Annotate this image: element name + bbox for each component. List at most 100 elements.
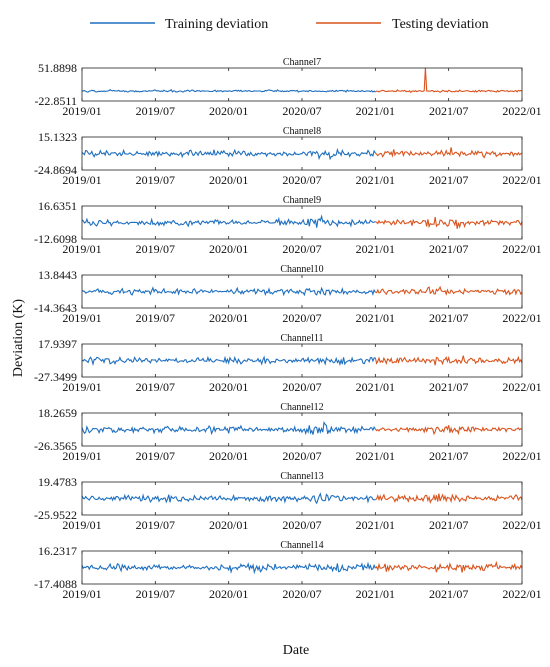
legend: Training deviation Testing deviation [90,17,489,32]
series-line-testing [375,493,523,505]
panel-title: Channel12 [280,402,323,413]
x-tick-label: 2019/01 [62,518,101,532]
x-tick-label: 2022/01 [502,380,541,394]
x-tick-label: 2019/01 [62,449,101,463]
y-max-label: 18.2659 [38,406,77,420]
x-tick-label: 2020/01 [209,173,248,187]
y-min-label: -26.3565 [34,439,77,453]
x-tick-label: 2021/07 [429,104,468,118]
x-tick-label: 2020/07 [282,104,321,118]
x-tick-label: 2019/01 [62,587,101,601]
x-tick-label: 2020/01 [209,380,248,394]
x-tick-label: 2022/01 [502,104,541,118]
x-axis-label: Date [283,643,309,658]
panel-title: Channel8 [283,126,321,137]
y-axis-label: Deviation (K) [11,299,26,377]
y-min-label: -24.8694 [34,163,77,177]
y-min-label: -14.3643 [34,301,77,315]
x-tick-label: 2019/07 [136,587,175,601]
series-line-testing [374,355,523,366]
x-tick-label: 2019/07 [136,104,175,118]
x-tick-label: 2020/07 [282,587,321,601]
x-tick-label: 2020/01 [209,587,248,601]
x-tick-label: 2020/01 [209,311,248,325]
x-tick-label: 2021/01 [356,104,395,118]
series-line-training [81,214,376,228]
series-line-training [81,492,376,505]
x-tick-label: 2021/01 [356,173,395,187]
x-tick-label: 2022/01 [502,242,541,256]
x-tick-label: 2019/01 [62,173,101,187]
series-line-testing [374,560,523,573]
y-min-label: -25.9522 [34,508,77,522]
x-tick-label: 2021/07 [429,518,468,532]
series-line-testing [375,217,523,229]
series-line-training [81,420,376,436]
panel-title: Channel13 [280,471,323,482]
y-min-label: -12.6098 [34,232,77,246]
x-tick-label: 2019/07 [136,173,175,187]
x-tick-label: 2020/07 [282,380,321,394]
x-tick-label: 2019/07 [136,449,175,463]
x-tick-label: 2021/01 [356,449,395,463]
x-tick-label: 2022/01 [502,173,541,187]
x-tick-label: 2019/07 [136,380,175,394]
y-max-label: 13.8443 [38,268,77,282]
legend-label-testing: Testing deviation [392,17,489,32]
y-max-label: 19.4783 [38,475,77,489]
x-tick-label: 2021/07 [429,311,468,325]
x-tick-label: 2021/01 [356,587,395,601]
legend-label-training: Training deviation [165,17,268,32]
x-tick-label: 2019/07 [136,311,175,325]
x-tick-label: 2021/07 [429,242,468,256]
x-tick-label: 2021/01 [356,242,395,256]
x-tick-label: 2020/07 [282,311,321,325]
x-tick-label: 2022/01 [502,587,541,601]
x-tick-label: 2021/01 [356,380,395,394]
y-max-label: 15.1323 [38,130,77,144]
x-tick-label: 2020/07 [282,449,321,463]
y-max-label: 16.2317 [38,544,77,558]
x-tick-label: 2020/01 [209,518,248,532]
panel-title: Channel7 [283,57,321,68]
x-tick-label: 2020/01 [209,104,248,118]
series-line-training [81,147,376,161]
y-max-label: 17.9397 [38,337,77,351]
series-line-training [81,561,376,575]
x-tick-label: 2019/07 [136,518,175,532]
y-max-label: 51.8898 [38,61,77,75]
x-tick-label: 2019/01 [62,311,101,325]
x-tick-label: 2021/07 [429,173,468,187]
x-tick-label: 2020/07 [282,242,321,256]
x-tick-label: 2019/01 [62,104,101,118]
x-tick-label: 2020/07 [282,173,321,187]
series-line-testing [375,67,523,94]
panel-title: Channel11 [281,333,324,344]
series-line-training [81,286,376,297]
x-tick-label: 2019/01 [62,380,101,394]
panel-title: Channel10 [280,264,323,275]
x-tick-label: 2020/01 [209,242,248,256]
x-tick-label: 2021/07 [429,449,468,463]
panel-title: Channel14 [280,540,323,551]
panel-frame [81,67,523,102]
y-min-label: -22.8511 [34,94,77,108]
y-min-label: -27.3499 [34,370,77,384]
x-tick-label: 2021/07 [429,587,468,601]
y-max-label: 16.6351 [38,199,77,213]
x-tick-label: 2019/07 [136,242,175,256]
x-tick-label: 2021/01 [356,311,395,325]
series-line-testing [374,147,523,159]
panel-frame [81,412,523,447]
series-line-training [81,355,376,367]
x-tick-label: 2022/01 [502,311,541,325]
x-tick-label: 2021/07 [429,380,468,394]
x-tick-label: 2022/01 [502,518,541,532]
series-line-training [81,88,376,93]
